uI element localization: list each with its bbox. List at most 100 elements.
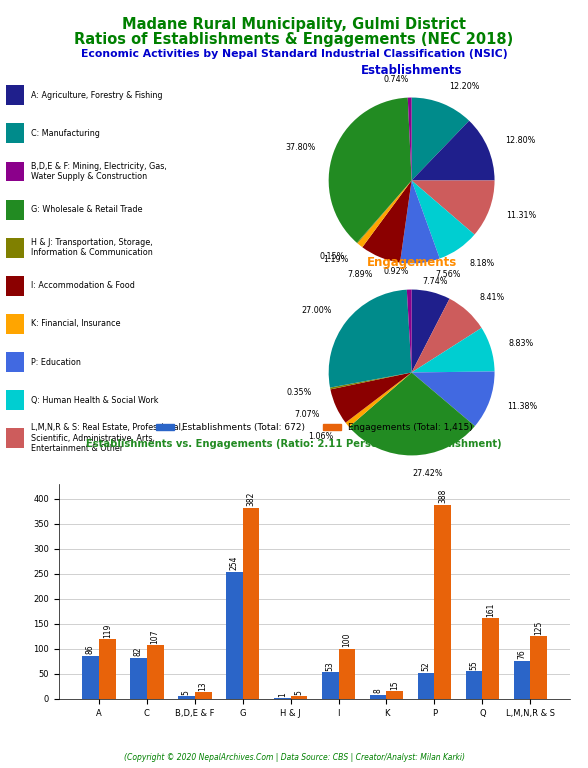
Wedge shape <box>400 180 440 263</box>
Text: 27.42%: 27.42% <box>412 469 443 478</box>
Text: I: Accommodation & Food: I: Accommodation & Food <box>31 281 135 290</box>
Wedge shape <box>346 372 412 427</box>
Bar <box>99 640 116 699</box>
Bar <box>482 618 499 699</box>
Bar <box>226 572 243 699</box>
FancyBboxPatch shape <box>6 238 24 257</box>
Wedge shape <box>329 98 412 243</box>
FancyBboxPatch shape <box>6 124 24 144</box>
Text: Establishments vs. Engagements (Ratio: 2.11 Persons per Establishment): Establishments vs. Engagements (Ratio: 2… <box>86 439 502 449</box>
FancyBboxPatch shape <box>6 390 24 410</box>
Bar <box>370 695 386 699</box>
Wedge shape <box>412 180 475 259</box>
Text: K: Financial, Insurance: K: Financial, Insurance <box>31 319 121 329</box>
Title: Engagements: Engagements <box>366 256 457 269</box>
Text: Q: Human Health & Social Work: Q: Human Health & Social Work <box>31 396 159 405</box>
Text: 8.83%: 8.83% <box>509 339 534 348</box>
Bar <box>322 672 339 699</box>
Wedge shape <box>412 372 495 426</box>
Text: 254: 254 <box>230 556 239 571</box>
Bar <box>530 637 547 699</box>
Text: 7.89%: 7.89% <box>348 270 373 279</box>
Text: 1: 1 <box>278 692 287 697</box>
Wedge shape <box>412 98 469 180</box>
Text: 13: 13 <box>199 681 208 691</box>
Text: 27.00%: 27.00% <box>302 306 332 315</box>
Wedge shape <box>412 328 495 372</box>
FancyBboxPatch shape <box>6 200 24 220</box>
Text: 55: 55 <box>469 660 479 670</box>
Text: 0.92%: 0.92% <box>383 266 409 276</box>
Title: Establishments: Establishments <box>361 64 462 77</box>
Wedge shape <box>412 180 495 234</box>
Text: (Copyright © 2020 NepalArchives.Com | Data Source: CBS | Creator/Analyst: Milan : (Copyright © 2020 NepalArchives.Com | Da… <box>123 753 465 762</box>
Wedge shape <box>358 180 412 247</box>
Text: 8.18%: 8.18% <box>469 260 495 268</box>
FancyBboxPatch shape <box>6 429 24 449</box>
Bar <box>82 656 99 699</box>
Wedge shape <box>407 98 412 180</box>
Text: 7.74%: 7.74% <box>422 276 447 286</box>
Text: C: Manufacturing: C: Manufacturing <box>31 129 100 138</box>
Bar <box>466 671 482 699</box>
Wedge shape <box>357 180 412 243</box>
Wedge shape <box>412 299 482 372</box>
Text: 37.80%: 37.80% <box>286 143 316 151</box>
Legend: Establishments (Total: 672), Engagements (Total: 1,415): Establishments (Total: 672), Engagements… <box>153 419 476 435</box>
Bar <box>417 673 435 699</box>
Text: 161: 161 <box>486 602 495 617</box>
Wedge shape <box>407 290 412 372</box>
Text: 0.74%: 0.74% <box>384 74 409 84</box>
Text: Madane Rural Municipality, Gulmi District: Madane Rural Municipality, Gulmi Distric… <box>122 17 466 32</box>
Text: 86: 86 <box>86 645 95 654</box>
Text: 52: 52 <box>422 662 430 671</box>
Bar <box>178 697 195 699</box>
FancyBboxPatch shape <box>6 276 24 296</box>
Bar <box>435 505 451 699</box>
Text: 12.20%: 12.20% <box>449 82 480 91</box>
Wedge shape <box>412 121 495 180</box>
Text: 11.38%: 11.38% <box>507 402 537 411</box>
Text: A: Agriculture, Forestry & Fishing: A: Agriculture, Forestry & Fishing <box>31 91 163 100</box>
Text: 15: 15 <box>390 680 399 690</box>
Text: 0.15%: 0.15% <box>320 253 345 261</box>
Bar <box>195 693 212 699</box>
FancyBboxPatch shape <box>6 314 24 334</box>
Text: 5: 5 <box>182 690 191 695</box>
Text: 382: 382 <box>246 492 256 506</box>
Text: 8.41%: 8.41% <box>480 293 505 302</box>
Wedge shape <box>329 290 412 388</box>
Text: 125: 125 <box>534 621 543 635</box>
Text: 7.07%: 7.07% <box>294 410 319 419</box>
Text: B,D,E & F: Mining, Electricity, Gas,
Water Supply & Construction: B,D,E & F: Mining, Electricity, Gas, Wat… <box>31 162 167 181</box>
Text: P: Education: P: Education <box>31 358 81 366</box>
Wedge shape <box>330 372 412 422</box>
Text: G: Wholesale & Retail Trade: G: Wholesale & Retail Trade <box>31 205 143 214</box>
Text: 76: 76 <box>517 650 526 660</box>
Bar <box>243 508 259 699</box>
Text: 5: 5 <box>295 690 303 695</box>
Text: 1.06%: 1.06% <box>308 432 333 441</box>
Text: 1.19%: 1.19% <box>323 255 349 264</box>
Wedge shape <box>330 372 412 389</box>
Text: 53: 53 <box>326 661 335 671</box>
Text: 7.56%: 7.56% <box>435 270 461 279</box>
Text: 119: 119 <box>103 624 112 638</box>
Text: Economic Activities by Nepal Standard Industrial Classification (NSIC): Economic Activities by Nepal Standard In… <box>81 49 507 59</box>
Text: 388: 388 <box>438 489 447 503</box>
Text: 100: 100 <box>342 633 352 647</box>
Text: 82: 82 <box>134 647 143 657</box>
FancyBboxPatch shape <box>6 352 24 372</box>
Bar <box>513 661 530 699</box>
Bar <box>386 691 403 699</box>
Bar <box>147 645 163 699</box>
Text: 11.31%: 11.31% <box>506 211 537 220</box>
FancyBboxPatch shape <box>6 85 24 105</box>
Wedge shape <box>412 290 450 372</box>
FancyBboxPatch shape <box>6 161 24 181</box>
Text: 107: 107 <box>151 629 160 644</box>
Bar <box>290 697 308 699</box>
Text: 0.35%: 0.35% <box>287 388 312 396</box>
Wedge shape <box>362 180 412 263</box>
Wedge shape <box>349 372 475 455</box>
